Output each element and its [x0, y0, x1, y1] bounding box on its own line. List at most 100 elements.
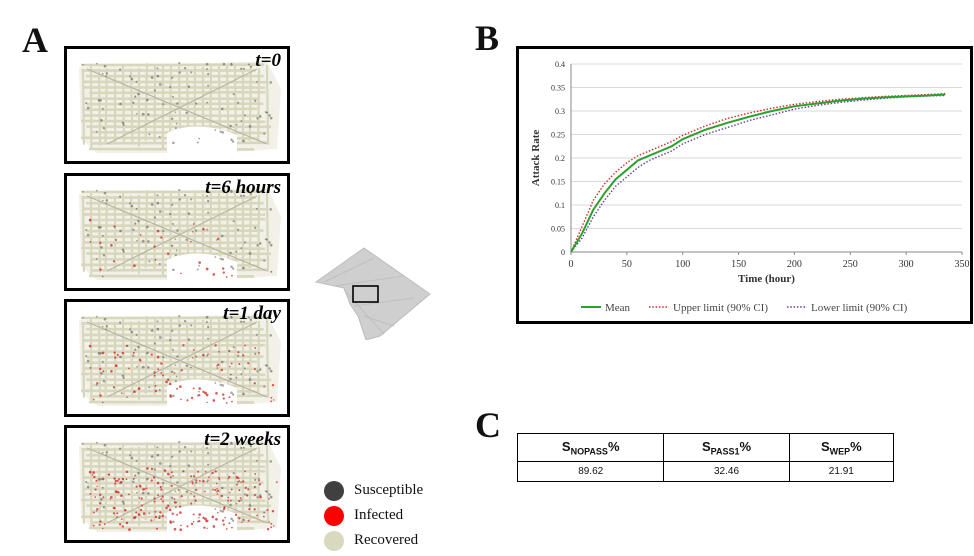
infected-point	[113, 225, 116, 228]
susceptible-point	[174, 111, 177, 113]
x-tick-label: 100	[675, 259, 690, 270]
susceptible-point	[185, 238, 188, 241]
infected-point	[112, 512, 116, 515]
infected-point	[99, 520, 102, 523]
susceptible-point	[236, 354, 240, 357]
legend-label: Infected	[354, 507, 404, 523]
infected-point	[176, 387, 179, 390]
infected-point	[223, 506, 226, 509]
susceptible-point	[207, 463, 210, 466]
infected-point	[192, 349, 195, 351]
susceptible-point	[232, 267, 235, 270]
infected-point	[180, 398, 182, 401]
infected-point	[170, 484, 173, 487]
susceptible-point	[232, 519, 235, 522]
infected-point	[218, 350, 220, 353]
infected-point	[204, 490, 206, 493]
infected-point	[177, 489, 180, 491]
infected-point	[244, 486, 247, 490]
susceptible-point	[82, 190, 84, 193]
street-segment	[265, 318, 270, 398]
infected-point	[228, 396, 231, 399]
infected-point	[124, 509, 127, 512]
susceptible-point	[122, 502, 125, 505]
infected-point	[121, 351, 125, 355]
street-segment	[81, 321, 86, 398]
susceptible-point	[174, 380, 177, 383]
susceptible-point	[242, 266, 245, 270]
susceptible-point	[103, 443, 107, 447]
infected-point	[202, 516, 205, 520]
susceptible-point	[85, 355, 88, 358]
susceptible-point	[121, 500, 125, 503]
susceptible-point	[158, 136, 161, 139]
infected-point	[120, 518, 123, 520]
map-time-label: t=6 hours	[205, 177, 281, 198]
infected-point	[96, 381, 99, 385]
susceptible-point	[100, 119, 103, 122]
susceptible-point	[265, 490, 269, 493]
street-network-group	[79, 440, 281, 540]
street-segment	[129, 195, 134, 272]
susceptible-point	[198, 516, 200, 519]
susceptible-point	[269, 495, 273, 499]
infected-point	[225, 402, 228, 404]
susceptible-point	[175, 375, 178, 378]
infected-point	[218, 478, 221, 480]
street-segment	[144, 316, 149, 394]
susceptible-point	[158, 336, 162, 339]
infected-point	[168, 508, 172, 512]
susceptible-point	[172, 268, 175, 272]
susceptible-point	[178, 324, 181, 327]
susceptible-point	[255, 333, 258, 336]
susceptible-point	[269, 116, 273, 120]
avenue-segment	[106, 447, 258, 524]
infected-point	[99, 493, 102, 497]
susceptible-point	[194, 229, 198, 232]
susceptible-point	[103, 191, 107, 195]
infected-point	[221, 267, 225, 270]
x-tick-label: 50	[622, 259, 632, 270]
infected-point	[180, 524, 182, 527]
infected-point	[125, 344, 129, 348]
infected-point	[154, 258, 157, 261]
susceptible-point	[85, 229, 88, 232]
susceptible-point	[269, 208, 273, 211]
infected-point	[150, 479, 153, 482]
infected-point	[156, 481, 160, 485]
street-segment	[129, 447, 134, 524]
infected-point	[258, 483, 262, 486]
infected-point	[138, 497, 141, 499]
susceptible-point	[132, 228, 135, 231]
susceptible-point	[105, 451, 108, 454]
infected-point	[202, 390, 205, 394]
infected-point	[254, 473, 257, 475]
infected-point	[229, 499, 232, 502]
street-segment	[121, 319, 126, 398]
susceptible-point	[136, 491, 138, 494]
susceptible-point	[105, 199, 108, 202]
infected-point	[222, 271, 225, 274]
susceptible-point	[162, 356, 165, 359]
susceptible-point	[190, 450, 193, 453]
susceptible-point	[82, 442, 84, 445]
susceptible-point	[248, 378, 252, 381]
susceptible-point	[265, 364, 269, 367]
study-area-box	[352, 285, 379, 303]
x-tick-label: 200	[787, 259, 802, 270]
infected-point	[92, 511, 95, 514]
susceptible-point	[174, 490, 177, 492]
infected-point	[113, 351, 116, 354]
infected-point	[116, 512, 119, 515]
infected-point	[146, 467, 149, 470]
infected-point	[179, 511, 182, 514]
infected-point	[170, 471, 173, 474]
street-segment	[129, 321, 134, 398]
infected-point	[92, 524, 95, 527]
susceptible-point	[156, 194, 159, 197]
susceptible-point	[134, 95, 137, 98]
susceptible-point	[136, 239, 138, 242]
infected-point	[192, 357, 194, 359]
susceptible-point	[205, 446, 208, 449]
susceptible-point	[129, 454, 132, 457]
